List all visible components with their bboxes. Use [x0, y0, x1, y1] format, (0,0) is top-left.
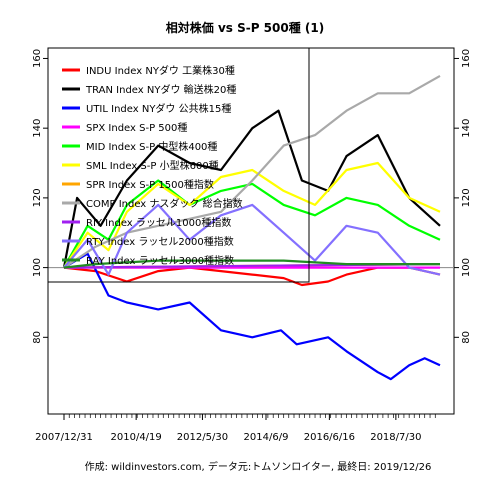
legend-label-8: COMP Index ナスダック 総合指数 [86, 197, 243, 210]
y-tick-label-left: 100 [32, 258, 43, 277]
series-line-3 [63, 252, 441, 381]
legend-label-3: UTIL Index NYダウ 公共株15種 [86, 102, 231, 115]
series-line-5 [63, 179, 441, 269]
legend-label-5: MID Index S-P 中型株400種 [86, 140, 217, 153]
series-line-2 [62, 109, 441, 268]
chart-title: 相対株価 vs S-P 500種 (1) [166, 20, 324, 35]
y-tick-label-right: 120 [461, 188, 472, 207]
plot-frame [47, 47, 455, 415]
y-tick-label-left: 80 [32, 331, 43, 344]
legend-label-6: SML Index S-P 小型株600種 [86, 159, 219, 172]
legend: INDU Index NYダウ 工業株30種 TRAN Index NYダウ 輸送… [47, 47, 310, 283]
y-tick-label-left: 140 [32, 119, 43, 138]
series-line-1 [63, 266, 441, 287]
series-line-11 [63, 259, 440, 269]
x-tick-label: 2012/5/30 [177, 432, 228, 443]
y-tick-label-left: 160 [32, 49, 43, 68]
series-layer [62, 74, 441, 381]
x-tick-label: 2007/12/31 [35, 432, 93, 443]
x-tick-label: 2010/4/19 [111, 432, 162, 443]
legend-label-10: RTY Index ラッセル2000種指数 [86, 235, 234, 248]
legend-box [47, 47, 310, 283]
x-tick-label: 2018/7/30 [370, 432, 421, 443]
y-tick-label-right: 140 [461, 119, 472, 138]
legend-label-2: TRAN Index NYダウ 輸送株20種 [85, 83, 236, 96]
legend-label-7: SPR Index S-P 1500種指数 [86, 178, 214, 191]
y-tick-label-right: 80 [461, 331, 472, 344]
x-tick-label: 2016/6/16 [304, 432, 355, 443]
legend-label-9: RIY Index ラッセル1000種指数 [86, 216, 231, 229]
legend-label-4: SPX Index S-P 500種 [86, 121, 187, 134]
axis-layer: 80 80 100 100 120 120 140 140 160 160 2007/12/31 20… [32, 49, 472, 443]
legend-label-1: INDU Index NYダウ 工業株30種 [86, 64, 235, 77]
y-tick-label-left: 120 [32, 188, 43, 207]
series-line-10 [63, 203, 441, 276]
legend-label-11: RAY Index ラッセル3000種指数 [86, 254, 234, 267]
x-tick-label: 2014/6/9 [244, 432, 289, 443]
series-line-6 [63, 161, 441, 269]
y-tick-label-right: 100 [461, 258, 472, 277]
y-tick-label-right: 160 [461, 49, 472, 68]
chart-caption: 作成: wildinvestors.com, データ元:トムソンロイター, 最終… [85, 460, 432, 473]
